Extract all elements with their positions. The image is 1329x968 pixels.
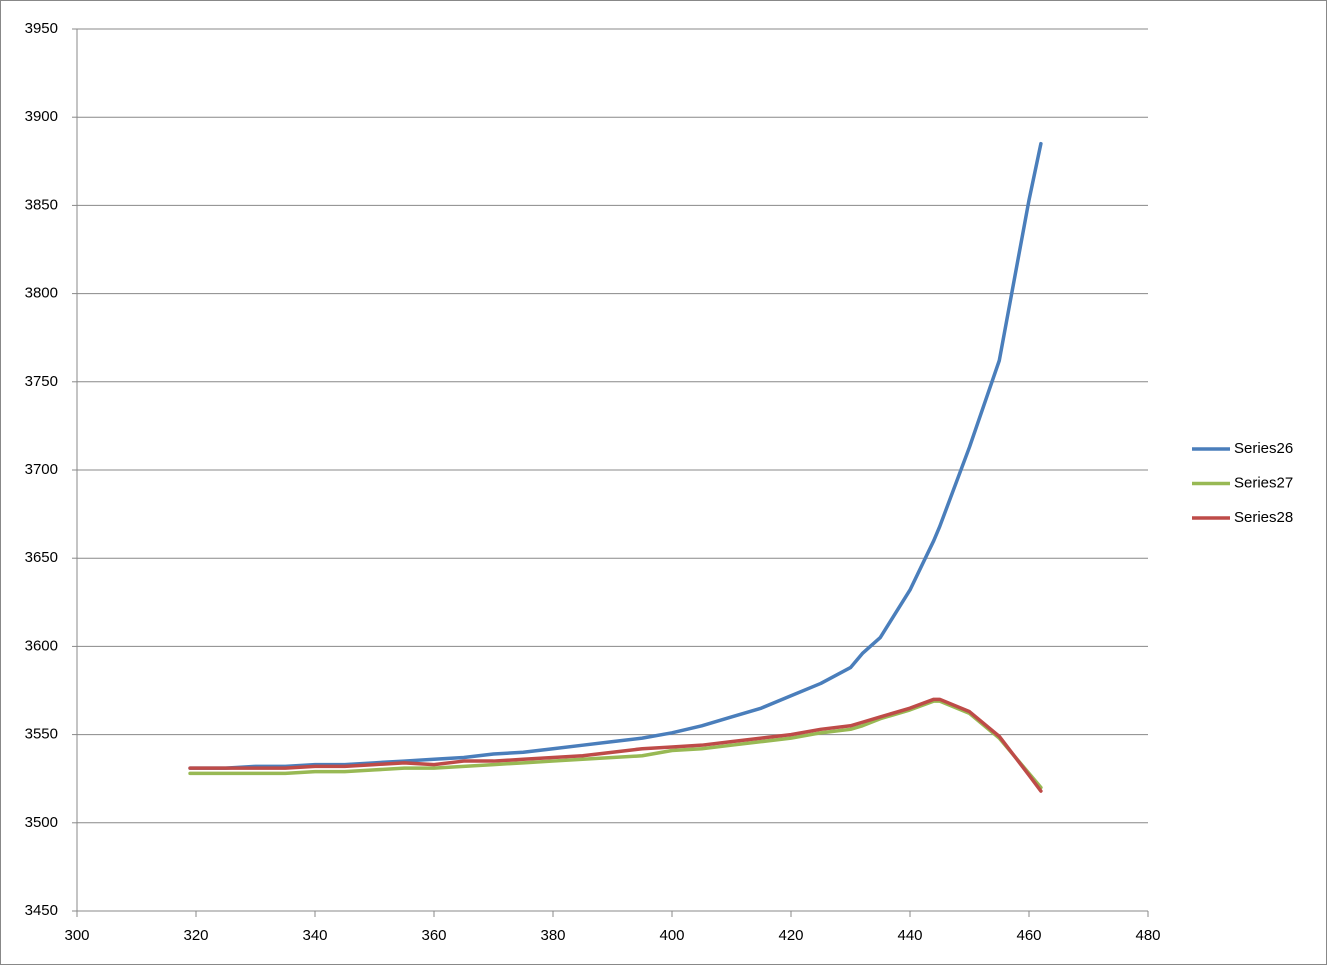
y-tick-label: 3600: [25, 637, 58, 654]
series-line: [188, 141, 1043, 770]
x-tick-label: 440: [897, 927, 922, 944]
x-tick-label: 320: [183, 927, 208, 944]
legend-label: Series28: [1234, 509, 1293, 526]
y-tick-label: 3700: [25, 461, 58, 478]
x-tick-label: 300: [64, 927, 89, 944]
y-tick-label: 3550: [25, 726, 58, 743]
x-tick-label: 360: [421, 927, 446, 944]
series-line: [188, 697, 1043, 793]
x-tick-label: 460: [1016, 927, 1041, 944]
y-tick-label: 3900: [25, 108, 58, 125]
y-tick-label: 3500: [25, 814, 58, 831]
y-tick-label: 3850: [25, 196, 58, 213]
x-tick-label: 400: [659, 927, 684, 944]
legend-label: Series27: [1234, 474, 1293, 491]
x-tick-label: 380: [540, 927, 565, 944]
legend-label: Series26: [1234, 440, 1293, 457]
y-tick-label: 3950: [25, 20, 58, 37]
y-tick-label: 3800: [25, 285, 58, 302]
x-tick-label: 420: [778, 927, 803, 944]
x-tick-label: 340: [302, 927, 327, 944]
x-tick-label: 480: [1135, 927, 1160, 944]
y-tick-label: 3650: [25, 549, 58, 566]
y-tick-label: 3450: [25, 902, 58, 919]
y-tick-label: 3750: [25, 373, 58, 390]
